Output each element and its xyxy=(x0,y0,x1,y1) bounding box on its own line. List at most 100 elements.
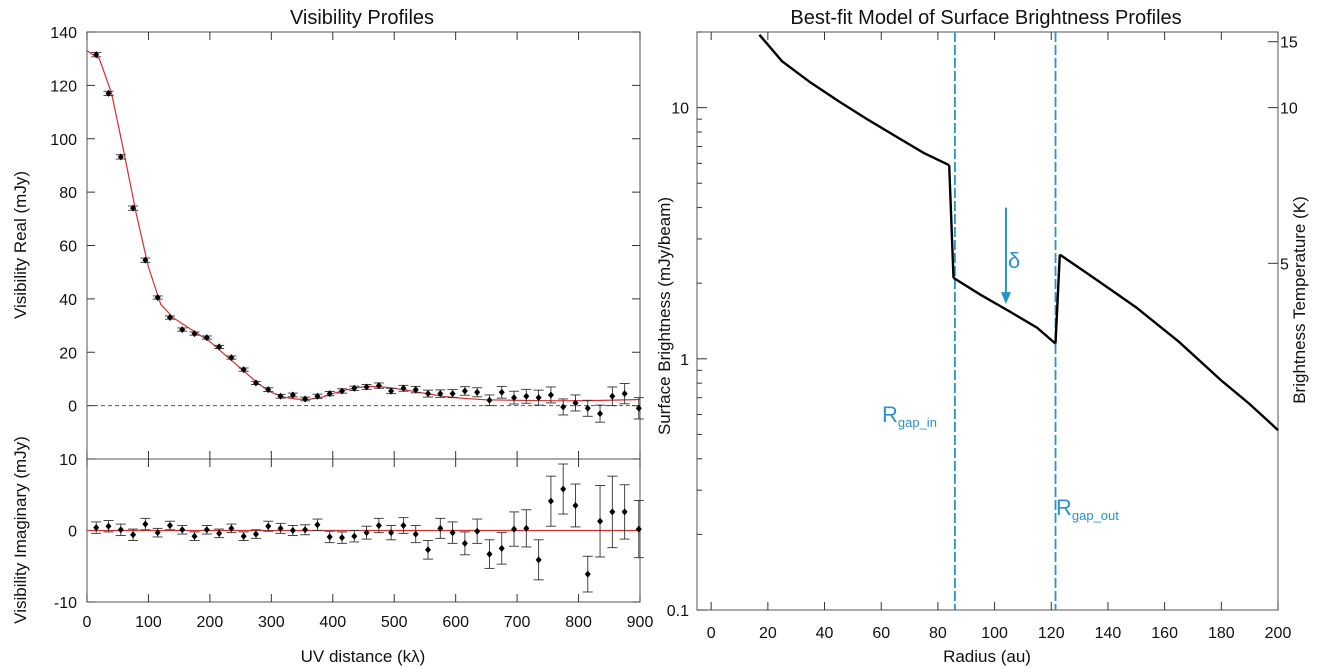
imag-y-axis-label: Visibility Imaginary (mJy) xyxy=(11,436,30,624)
right-chart-title: Best-fit Model of Surface Brightness Pro… xyxy=(790,7,1181,29)
x-tick-label: 100 xyxy=(981,625,1008,642)
y-tick-label: 100 xyxy=(50,132,77,149)
data-point xyxy=(167,522,173,529)
x-tick-label: 900 xyxy=(627,614,654,631)
data-point xyxy=(265,523,271,530)
data-point xyxy=(499,389,505,396)
data-point xyxy=(400,522,406,529)
data-point xyxy=(622,390,628,397)
data-point xyxy=(609,508,615,515)
y-tick-label: 1 xyxy=(680,352,689,369)
right-x-axis-label: Radius (au) xyxy=(943,647,1031,666)
x-tick-label: 0 xyxy=(707,625,716,642)
data-point xyxy=(572,502,578,509)
y-tick-label: 10 xyxy=(59,452,77,469)
data-point xyxy=(192,533,198,540)
r-gap-in-label: Rgap_in xyxy=(882,402,937,430)
data-point xyxy=(376,522,382,529)
y-tick-label: -10 xyxy=(54,595,77,612)
data-point xyxy=(204,526,210,533)
data-point xyxy=(351,533,357,540)
sb-panel-frame xyxy=(697,32,1278,610)
data-point xyxy=(560,403,566,410)
y-tick-label: 20 xyxy=(59,345,77,362)
y-tick-label: 0 xyxy=(68,399,77,416)
data-point xyxy=(511,526,517,533)
data-point xyxy=(486,397,492,404)
y-tick-label: 120 xyxy=(50,78,77,95)
y-tick-label: 60 xyxy=(59,239,77,256)
x-tick-label: 600 xyxy=(442,614,469,631)
data-point xyxy=(474,528,480,535)
data-point xyxy=(474,389,480,396)
y-tick-label: 80 xyxy=(59,185,77,202)
data-point xyxy=(228,354,234,361)
real-panel-frame xyxy=(87,32,640,459)
real-model-curve xyxy=(87,51,640,401)
delta-arrow-head xyxy=(1001,292,1011,304)
x-tick-label: 180 xyxy=(1208,625,1235,642)
data-point xyxy=(450,390,456,397)
x-tick-label: 20 xyxy=(759,625,777,642)
delta-label: δ xyxy=(1008,248,1020,273)
data-point xyxy=(425,546,431,553)
data-point xyxy=(204,334,210,341)
data-point xyxy=(327,533,333,540)
y-tick-label: 0.1 xyxy=(667,603,689,620)
y-tick-label: 0 xyxy=(68,524,77,541)
profile-segment xyxy=(1060,255,1278,431)
data-point xyxy=(597,518,603,525)
x-tick-label: 400 xyxy=(319,614,346,631)
data-point xyxy=(290,527,296,534)
x-tick-label: 160 xyxy=(1151,625,1178,642)
data-point xyxy=(253,531,259,538)
x-tick-label: 60 xyxy=(872,625,890,642)
y-tick-label: 10 xyxy=(671,101,689,118)
data-point xyxy=(130,531,136,538)
real-y-axis-label: Visibility Real (mJy) xyxy=(11,171,30,319)
right-chart-marks: 0 20 40 60 80 100 120 140 160 180 2000.111051015 xyxy=(667,32,1298,642)
data-point xyxy=(462,540,468,547)
data-point xyxy=(302,526,308,533)
data-point xyxy=(523,393,529,400)
data-point xyxy=(636,526,642,533)
x-tick-label: 40 xyxy=(816,625,834,642)
data-point xyxy=(400,385,406,392)
y-tick-label: 140 xyxy=(50,25,77,42)
x-tick-label: 800 xyxy=(565,614,592,631)
data-point xyxy=(486,551,492,558)
data-point xyxy=(142,521,148,528)
data-point xyxy=(499,545,505,552)
x-tick-label: 140 xyxy=(1095,625,1122,642)
data-point xyxy=(106,523,112,530)
data-point xyxy=(560,486,566,493)
profile-segment xyxy=(954,278,1056,344)
data-point xyxy=(585,571,591,578)
data-point xyxy=(548,391,554,398)
data-point xyxy=(413,531,419,538)
right-y2-axis-label: Brightness Temperature (K) xyxy=(1290,196,1309,404)
data-point xyxy=(118,526,124,533)
profile-segment xyxy=(949,165,953,278)
data-point xyxy=(609,393,615,400)
data-point xyxy=(622,508,628,515)
r-gap-out-label: Rgap_out xyxy=(1056,495,1119,523)
y2-tick-label: 10 xyxy=(1280,101,1298,118)
x-tick-label: 500 xyxy=(381,614,408,631)
data-point xyxy=(536,556,542,563)
y2-tick-label: 5 xyxy=(1280,256,1289,273)
data-point xyxy=(167,314,173,321)
x-tick-label: 0 xyxy=(83,614,92,631)
x-tick-label: 80 xyxy=(929,625,947,642)
y2-tick-label: 15 xyxy=(1280,35,1298,52)
data-point xyxy=(278,393,284,400)
data-point xyxy=(302,395,308,402)
x-tick-label: 300 xyxy=(258,614,285,631)
x-tick-label: 200 xyxy=(197,614,224,631)
data-point xyxy=(339,534,345,541)
data-point xyxy=(462,387,468,394)
left-x-axis-label: UV distance (kλ) xyxy=(301,647,426,666)
data-point xyxy=(290,391,296,398)
